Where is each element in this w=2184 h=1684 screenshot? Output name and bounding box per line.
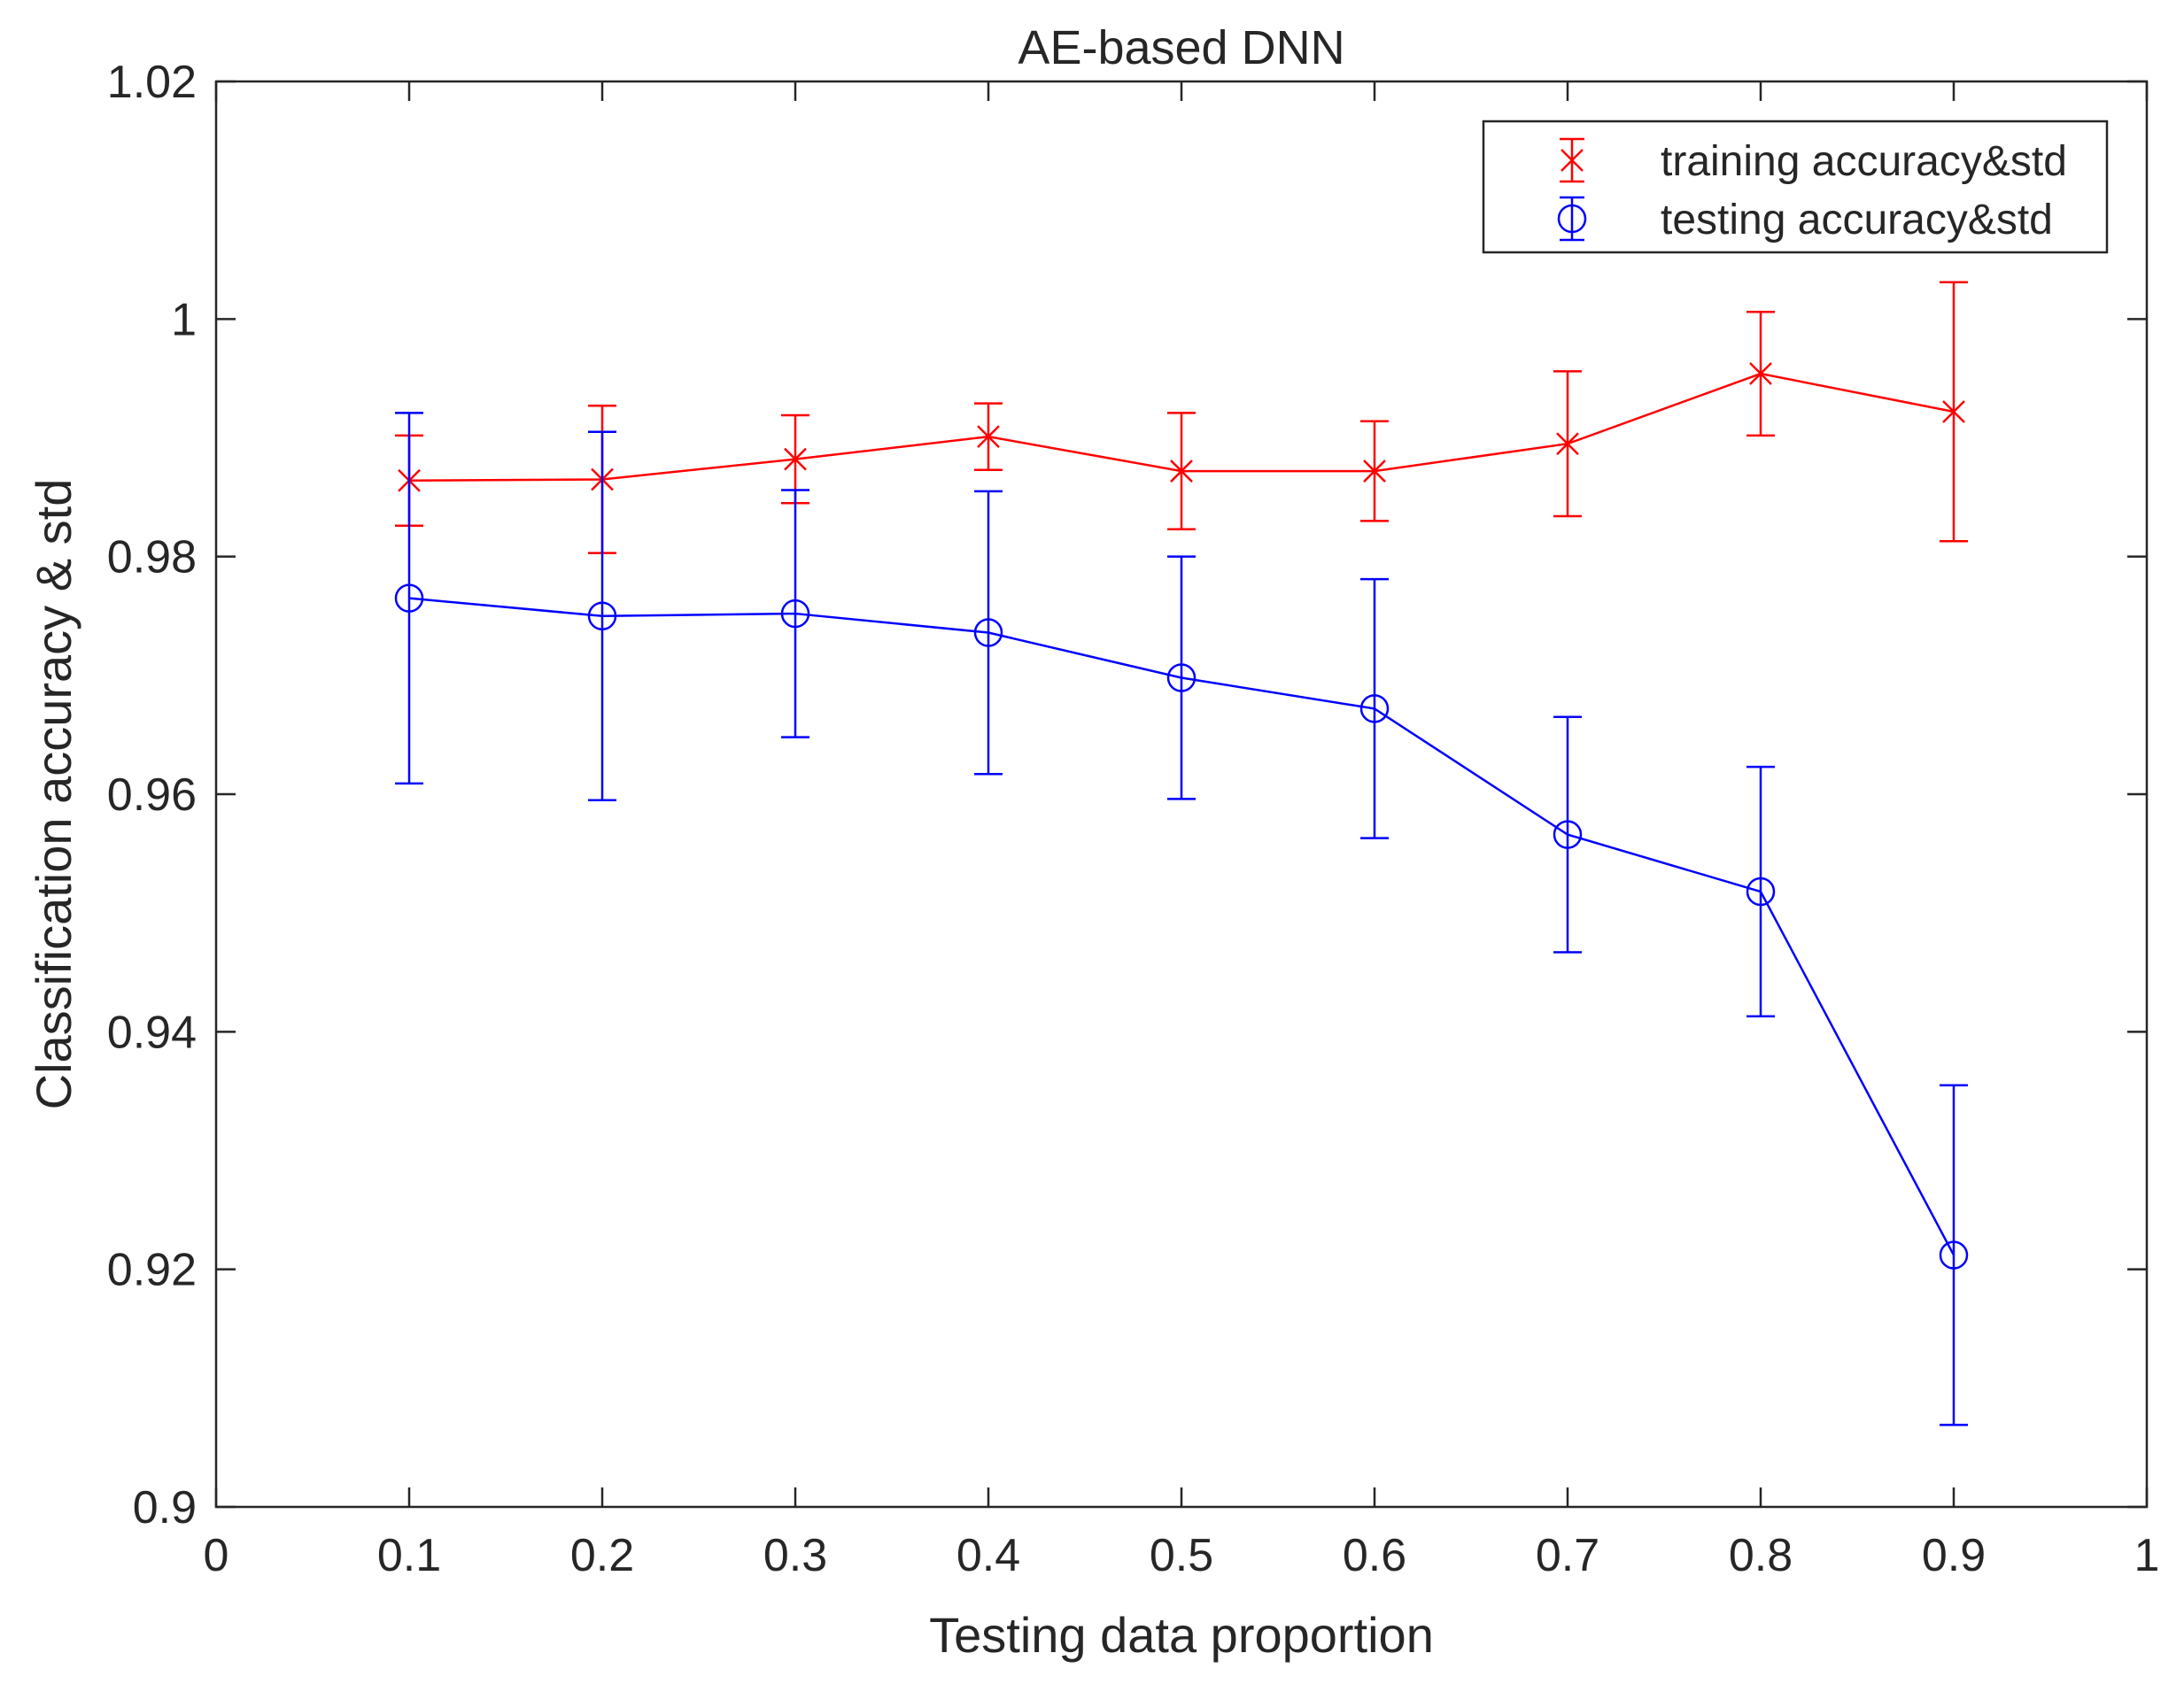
x-tick-label: 0.4 [956,1530,1020,1581]
error-bar [781,489,809,738]
x-tick-label: 1 [2134,1530,2160,1581]
x-tick-label: 0.1 [377,1530,441,1581]
legend-marker-stroke-b [1561,149,1584,172]
x-tick-label: 0.5 [1150,1530,1213,1581]
y-tick-label: 0.9 [133,1482,197,1533]
data-point [1553,820,1583,849]
data-point [1166,663,1197,692]
data-point [973,618,1003,647]
legend-box [1482,120,2109,254]
error-bar [1940,1084,1968,1426]
legend-marker [1561,149,1584,172]
data-point-stroke-b [1942,400,1965,423]
data-point [1942,400,1965,423]
data-point-stroke-b [977,425,1000,449]
data-point [587,601,617,630]
legend-label: training accuracy&std [1661,138,2067,185]
data-point [1749,362,1772,385]
data-point-stroke-b [1556,432,1579,456]
x-tick-label: 0 [204,1530,229,1581]
y-tick-label: 0.94 [107,1007,197,1058]
y-axis-title: Classification accuracy & std [26,479,81,1110]
chart-title: AE-based DNN [1018,21,1344,74]
x-axis-title: Testing data proportion [929,1607,1434,1663]
error-bar [588,430,616,801]
error-bar [1167,555,1196,800]
data-point [1363,460,1386,483]
data-point [977,425,1000,449]
y-tick-label: 0.98 [107,532,197,583]
legend-entry: testing accuracy&std [1557,196,2053,243]
x-tick-label: 0.3 [763,1530,827,1581]
error-bar [1553,715,1582,954]
y-tick-label: 0.96 [107,769,197,821]
data-point [1359,694,1390,723]
data-point [784,447,807,471]
data-point-stroke-b [1749,362,1772,385]
data-point [780,599,810,629]
data-point [1746,877,1776,907]
data-point-stroke-b [784,447,807,471]
x-tick-label: 0.9 [1922,1530,1986,1581]
error-bar [395,412,423,785]
legend-entry: training accuracy&std [1560,137,2067,185]
y-tick-label: 1 [171,294,197,345]
data-point-stroke-b [1170,460,1193,483]
data-point [1170,460,1193,483]
data-point [1556,432,1579,456]
error-bar [1360,577,1389,839]
y-tick-label: 0.92 [107,1245,197,1296]
data-point [1939,1240,1969,1270]
x-tick-label: 0.2 [570,1530,634,1581]
legend-marker [1557,204,1587,234]
y-tick-label: 1.02 [107,57,197,108]
x-tick-label: 0.7 [1536,1530,1599,1581]
x-tick-label: 0.6 [1343,1530,1406,1581]
legend-label: testing accuracy&std [1661,197,2053,243]
data-point-stroke-b [1363,460,1386,483]
data-point [394,583,424,613]
error-bar [1746,765,1775,1018]
x-tick-label: 0.8 [1729,1530,1793,1581]
error-bar [974,490,1003,776]
